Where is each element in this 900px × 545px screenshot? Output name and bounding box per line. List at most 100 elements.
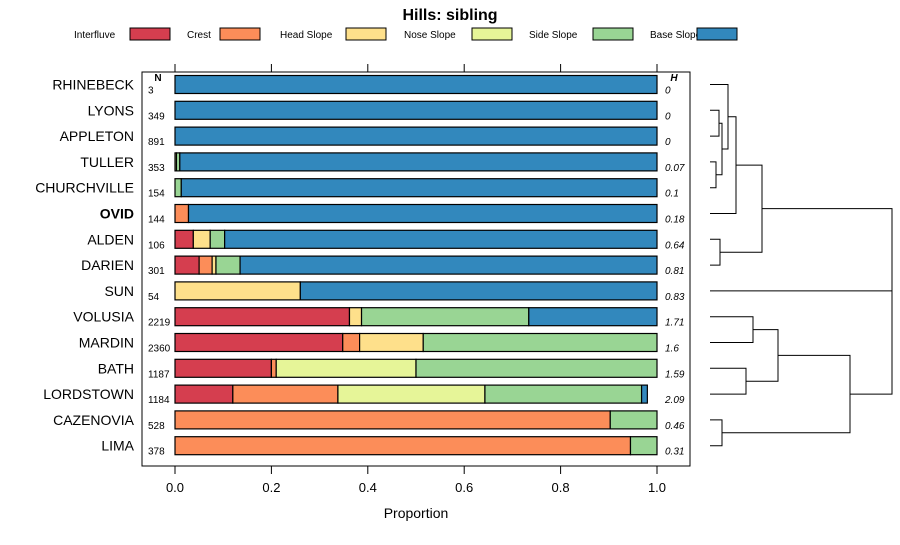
bar-segment xyxy=(215,255,241,275)
bar-segment xyxy=(179,152,658,172)
legend-label: Nose Slope xyxy=(404,30,456,41)
bar-row: LORDSTOWN 1184 2.09 xyxy=(43,384,685,406)
dendrogram-link xyxy=(710,316,754,343)
n-value: 891 xyxy=(148,137,165,148)
n-value: 1187 xyxy=(148,369,170,380)
bar-segment xyxy=(180,178,658,198)
bar-segment xyxy=(299,281,658,301)
bar-segment xyxy=(209,229,226,249)
legend-label: Head Slope xyxy=(280,30,333,41)
bar-row: CHURCHVILLE 154 0.1 xyxy=(35,178,679,200)
legend-swatch xyxy=(129,27,171,41)
n-value: 1184 xyxy=(148,395,170,406)
bar-segment xyxy=(239,255,658,275)
category-label: VOLUSIA xyxy=(73,309,134,325)
bar-row: RHINEBECK 3 0 xyxy=(52,74,671,97)
bar-segment xyxy=(342,332,361,353)
legend-swatch xyxy=(592,27,634,41)
category-label: CHURCHVILLE xyxy=(35,180,134,196)
h-value: 1.71 xyxy=(665,318,684,329)
legend-swatch xyxy=(696,27,738,41)
bar-row: TULLER 353 0.07 xyxy=(80,152,685,174)
h-value: 1.59 xyxy=(665,369,685,380)
bar-row: LYONS 349 0 xyxy=(88,100,671,122)
dendrogram-link xyxy=(746,329,779,382)
bar-segment xyxy=(174,178,182,198)
legend: Interfluve Crest Head Slope Nose Slope Side … xyxy=(74,27,738,41)
h-value: 0.83 xyxy=(665,292,685,303)
bar-rows: RHINEBECK 3 0 LYONS 349 0 APPLETON 891 0 TULLER 35… xyxy=(35,74,685,458)
h-value: 1.6 xyxy=(665,344,679,355)
bar-row: MARDIN 2360 1.6 xyxy=(79,332,679,355)
bar-segment xyxy=(174,384,234,404)
legend-label: Crest xyxy=(187,30,211,41)
category-label: DARIEN xyxy=(81,257,134,273)
bar-segment xyxy=(198,255,213,275)
legend-label: Side Slope xyxy=(529,30,578,41)
category-label: RHINEBECK xyxy=(52,77,134,93)
bar-segment xyxy=(174,74,658,95)
bar-segment xyxy=(224,229,658,249)
n-value: 349 xyxy=(148,111,165,122)
bar-row: VOLUSIA 2219 1.71 xyxy=(73,307,684,329)
dendrogram-link xyxy=(710,208,893,292)
bar-segment xyxy=(174,203,190,224)
n-header: N xyxy=(154,73,161,84)
n-value: 144 xyxy=(148,215,165,226)
bar-segment xyxy=(174,126,658,146)
plot-frame xyxy=(141,71,691,467)
x-tick-label: 0.4 xyxy=(359,480,377,495)
x-axis: 0.0 0.2 0.4 0.6 0.8 1.0 xyxy=(166,466,666,495)
bar-row: CAZENOVIA 528 0.46 xyxy=(53,410,685,432)
bar-segment xyxy=(187,203,658,224)
bar-segment xyxy=(609,410,658,430)
dendrogram-link xyxy=(720,164,763,253)
h-value: 0 xyxy=(665,137,671,148)
dendrogram-link xyxy=(710,116,737,214)
bar-row: SUN 54 0.83 xyxy=(104,281,685,303)
n-value: 3 xyxy=(148,86,154,97)
bar-row: DARIEN 301 0.81 xyxy=(81,255,684,277)
bar-segment xyxy=(360,307,530,327)
bar-segment xyxy=(174,436,632,456)
bar-segment xyxy=(528,307,658,327)
bar-segment xyxy=(174,229,194,249)
x-tick-label: 0.0 xyxy=(166,480,184,495)
bar-segment xyxy=(192,229,211,249)
n-value: 378 xyxy=(148,447,165,458)
legend-swatch xyxy=(219,27,261,41)
h-value: 0 xyxy=(665,86,671,97)
bar-row: OVID 144 0.18 xyxy=(100,203,685,226)
bar-row: ALDEN 106 0.64 xyxy=(87,229,685,251)
bar-segment xyxy=(337,384,486,404)
x-axis-label: Proportion xyxy=(384,505,449,521)
legend-label: Interfluve xyxy=(74,30,116,41)
dendrogram-link xyxy=(710,109,720,137)
bar-segment xyxy=(415,358,658,378)
dendrogram-link xyxy=(710,419,723,447)
category-label: ALDEN xyxy=(87,231,134,247)
h-value: 0.64 xyxy=(665,240,685,251)
bar-segment xyxy=(232,384,339,404)
bar-row: APPLETON 891 0 xyxy=(60,126,671,148)
legend-swatch xyxy=(345,27,387,41)
dendrogram-link xyxy=(710,367,747,395)
n-value: 528 xyxy=(148,421,165,432)
h-value: 0 xyxy=(665,111,671,122)
bar-segment xyxy=(174,307,351,327)
bar-segment xyxy=(174,100,658,120)
category-label: MARDIN xyxy=(79,335,134,351)
bar-segment xyxy=(270,358,277,378)
h-value: 0.1 xyxy=(665,189,679,200)
n-value: 353 xyxy=(148,163,165,174)
bar-segment xyxy=(174,255,200,275)
x-tick-label: 0.2 xyxy=(262,480,280,495)
n-value: 301 xyxy=(148,266,165,277)
bar-segment xyxy=(640,384,648,404)
h-value: 0.07 xyxy=(665,163,685,174)
category-label: BATH xyxy=(98,360,134,376)
dendrogram xyxy=(710,84,893,447)
h-value: 0.31 xyxy=(665,447,684,458)
legend-swatch xyxy=(471,27,513,41)
